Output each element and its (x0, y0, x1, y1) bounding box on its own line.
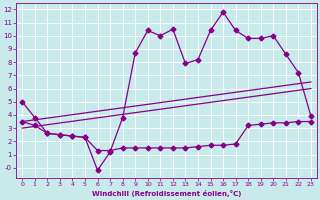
X-axis label: Windchill (Refroidissement éolien,°C): Windchill (Refroidissement éolien,°C) (92, 190, 241, 197)
